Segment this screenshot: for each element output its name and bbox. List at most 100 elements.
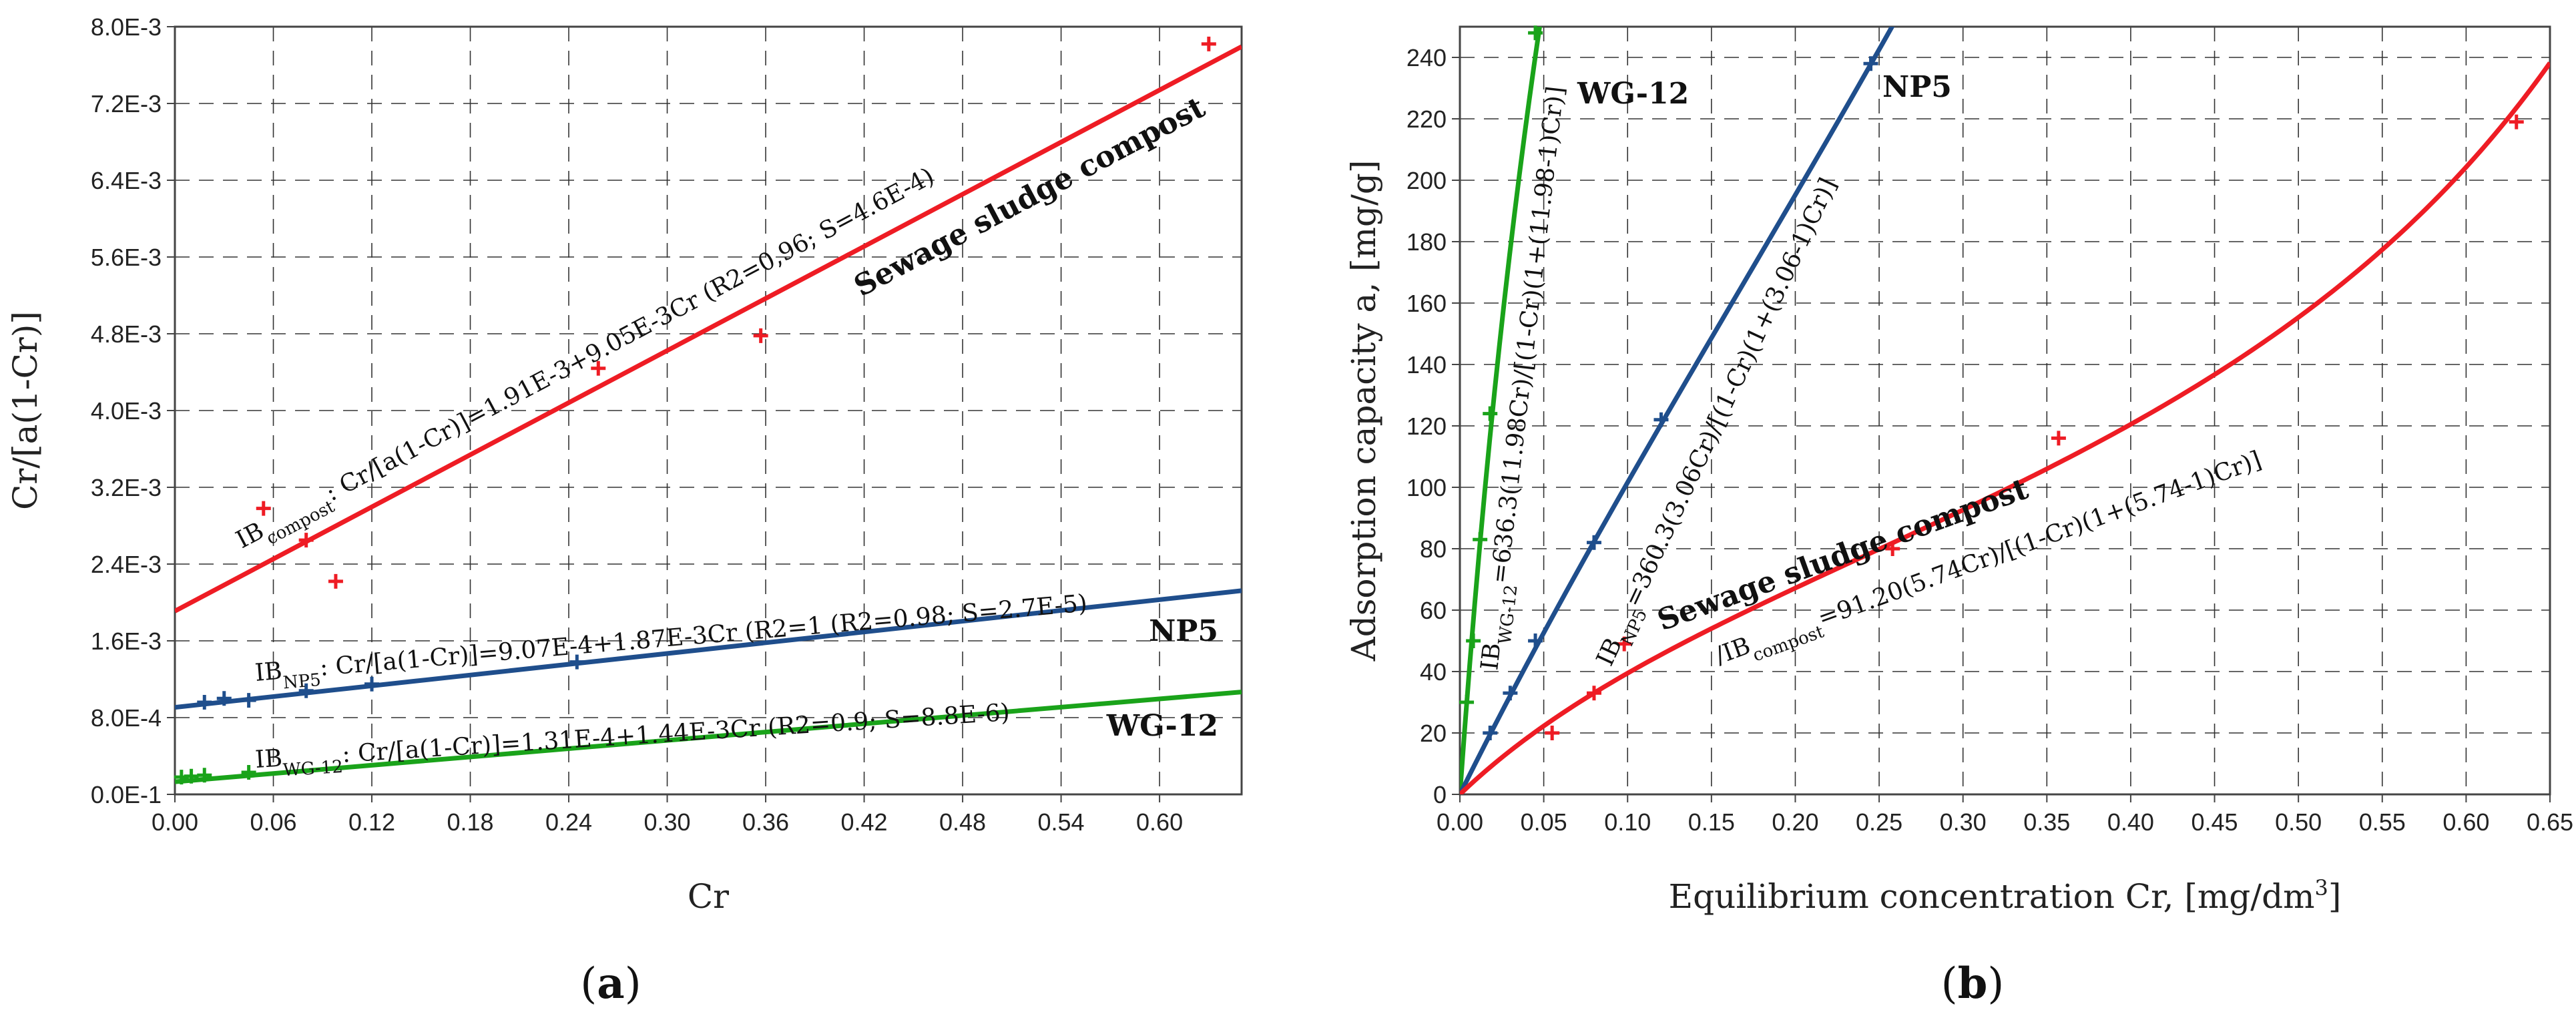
fit-line-compost — [175, 44, 1242, 613]
x-tick-label: 0.00 — [1437, 808, 1483, 836]
data-point-wg12 — [241, 764, 256, 780]
series-label-np5: NP5 — [1882, 70, 1952, 104]
series-label-wg12: WG-12 — [1577, 77, 1689, 111]
x-tick-label: 0.48 — [939, 808, 986, 836]
fit-line-compost — [1460, 61, 2550, 794]
fit-line-wg12 — [175, 690, 1242, 784]
equation-label-wg12: IBWG-12=636.3(11.98Cr)/[(1-Cr)(1+(11.98-… — [1476, 85, 1578, 672]
y-axis-label: Cr/[a(1-Cr)] — [6, 311, 45, 510]
plot-area — [175, 44, 1242, 784]
x-tick-label: 0.50 — [2275, 808, 2322, 836]
x-tick-label: 0.18 — [447, 808, 493, 836]
y-tick-label: 140 — [1406, 351, 1447, 378]
y-tick-label: 60 — [1420, 597, 1447, 624]
x-tick-label: 0.55 — [2359, 808, 2406, 836]
fit-line-wg12 — [1460, 27, 1542, 794]
chart-panel-b: 0.00 0.05 0.10 0.15 0.20 0.25 0.30 0.35 0.40 0.45… — [1344, 25, 2573, 1009]
data-point-wg12 — [1459, 695, 1475, 710]
series-label-wg12: WG-12 — [1106, 709, 1218, 743]
gridlines — [175, 27, 1242, 794]
panel-label: (a) — [580, 959, 641, 1009]
data-point-compost — [1545, 726, 1560, 740]
y-tick-label: 40 — [1420, 658, 1447, 686]
y-tick-label: 20 — [1420, 720, 1447, 747]
y-tick-label: 2.4E-3 — [91, 551, 162, 578]
y-tick-label: 120 — [1406, 413, 1447, 440]
data-point-compost — [591, 360, 606, 376]
x-tick-label: 0.00 — [152, 808, 198, 836]
data-point-np5 — [1503, 686, 1518, 701]
x-tick-label: 0.65 — [2527, 808, 2573, 836]
x-tick-label: 0.25 — [1856, 808, 1902, 836]
y-axis-label: Adsorption capacity a, [mg/g] — [1344, 160, 1383, 662]
data-point-np5 — [1653, 412, 1669, 427]
x-tick-label: 0.36 — [742, 808, 789, 836]
y-tick-label: 160 — [1406, 290, 1447, 317]
y-tick-label: 100 — [1406, 474, 1447, 501]
data-point-wg12 — [197, 768, 212, 783]
data-point-wg12 — [184, 768, 199, 784]
data-point-compost — [256, 501, 271, 516]
data-point-wg12 — [1528, 25, 1543, 41]
data-point-np5 — [1528, 633, 1543, 648]
x-tick-label: 0.30 — [643, 808, 690, 836]
series-label-np5: NP5 — [1149, 614, 1218, 648]
x-tick-label: 0.42 — [841, 808, 888, 836]
data-point-wg12 — [1473, 532, 1488, 547]
x-tick-label: 0.40 — [2107, 808, 2154, 836]
plot-frame — [1459, 25, 2551, 796]
x-tick-label: 0.20 — [1772, 808, 1818, 836]
plot-frame — [174, 25, 1243, 796]
fit-line-np5 — [1460, 27, 1895, 794]
y-tick-label: 4.0E-3 — [91, 397, 162, 425]
data-point-np5 — [1586, 535, 1601, 550]
data-point-np5 — [241, 693, 256, 708]
x-tick-label: 0.45 — [2191, 808, 2238, 836]
y-tick-label: 8.0E-3 — [91, 13, 162, 41]
data-point-np5 — [1483, 726, 1498, 740]
y-tick-label: 0 — [1433, 781, 1447, 808]
y-tick-label: 80 — [1420, 535, 1447, 563]
x-tick-label: 0.12 — [348, 808, 395, 836]
data-point-compost — [753, 328, 768, 343]
equation-label-compost: IBcompost: Cr/[a(1-Cr)]=1.91E-3+9.05E-3C… — [232, 162, 943, 561]
data-point-wg12 — [1483, 406, 1498, 421]
x-tick-label: 0.15 — [1688, 808, 1735, 836]
gridlines — [1460, 27, 2550, 794]
data-point-np5 — [197, 695, 212, 710]
data-point-np5 — [298, 683, 314, 698]
panel-label: (b) — [1941, 959, 2005, 1009]
fit-line-np5 — [175, 588, 1242, 710]
x-axis-label: Cr — [688, 877, 729, 916]
chart-panel-a: 0.00 0.06 0.12 0.18 0.24 0.30 0.36 0.42 0.48 0.54… — [6, 13, 1243, 1009]
x-tick-label: 0.05 — [1521, 808, 1567, 836]
x-tick-label: 0.30 — [1940, 808, 1987, 836]
y-tick-label: 3.2E-3 — [91, 474, 162, 501]
equation-label-np5: IBNP5: Cr/[a(1-Cr)]=9.07E-4+1.87E-3Cr (R… — [254, 589, 1089, 695]
x-tick-label: 0.06 — [250, 808, 296, 836]
data-point-compost — [298, 533, 314, 548]
data-point-np5 — [216, 691, 232, 706]
data-point-compost — [1617, 636, 1632, 652]
y-tick-label: 1.6E-3 — [91, 627, 162, 655]
x-tick-label: 0.60 — [2442, 808, 2489, 836]
data-point-np5 — [569, 654, 585, 670]
y-tick-label: 4.8E-3 — [91, 320, 162, 348]
y-tick-label: 7.2E-3 — [91, 90, 162, 117]
y-tick-label: 5.6E-3 — [91, 244, 162, 271]
data-point-compost — [2509, 114, 2524, 130]
data-point-np5 — [364, 676, 380, 692]
data-point-compost — [1885, 541, 1900, 556]
y-tick-label: 240 — [1406, 44, 1447, 71]
y-tick-label: 0.0E-1 — [91, 781, 162, 808]
x-tick-label: 0.54 — [1038, 808, 1085, 836]
y-tick-label: 220 — [1406, 105, 1447, 133]
data-point-compost — [328, 573, 343, 589]
data-point-compost — [2051, 431, 2066, 446]
y-tick-label: 8.0E-4 — [91, 704, 162, 732]
x-axis-label: Equilibrium concentration Cr, [mg/dm3] — [1669, 875, 2342, 916]
plot-area — [1460, 27, 2550, 794]
data-point-compost — [1586, 686, 1601, 701]
equation-label-wg12: IBWG-12: Cr/[a(1-Cr)]=1.31E-4+1.44E-3Cr … — [254, 699, 1011, 782]
